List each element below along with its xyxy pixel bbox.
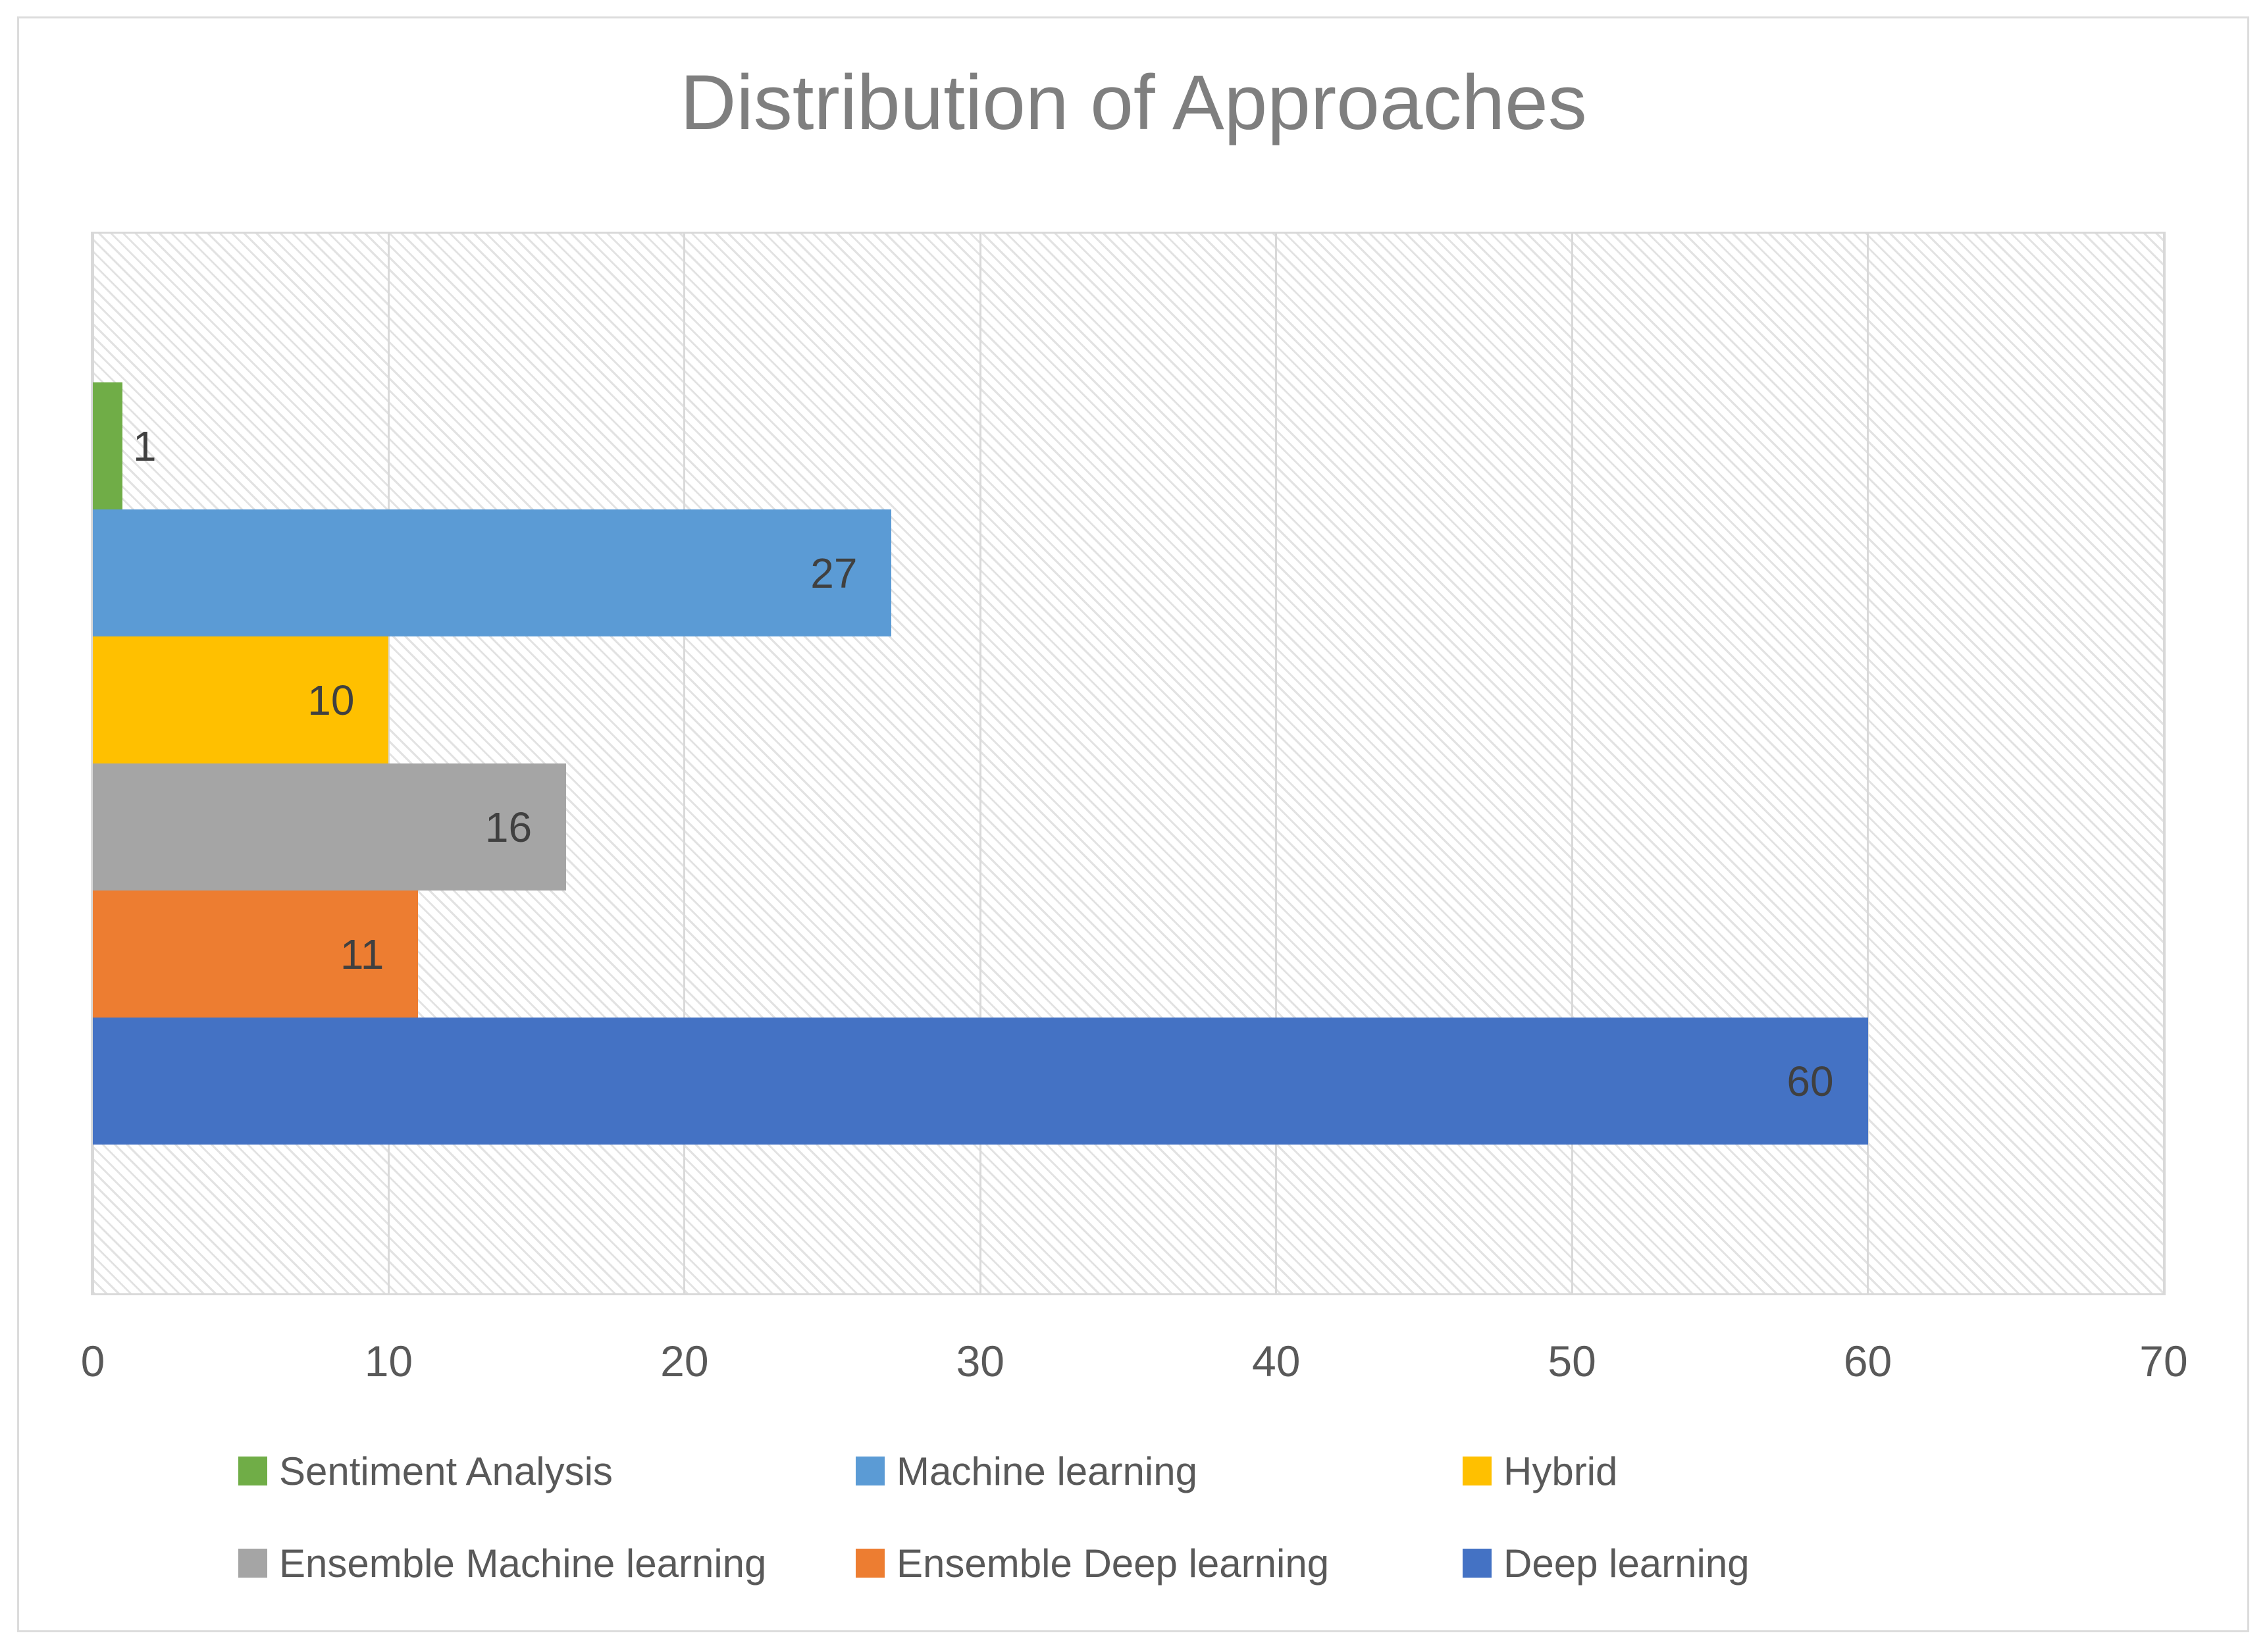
x-tick-label-30: 30: [956, 1337, 1004, 1385]
legend-item-deep-learning: Deep learning: [1463, 1541, 1750, 1586]
bar-ensemble-machine-learning: [93, 763, 567, 891]
gridline-x-70: [2162, 234, 2165, 1293]
chart-title: Distribution of Approaches: [680, 59, 1587, 146]
legend-label: Machine learning: [897, 1449, 1197, 1493]
legend-swatch-icon: [1463, 1549, 1492, 1578]
gridline-x-60: [1867, 234, 1869, 1293]
x-tick-label-40: 40: [1251, 1337, 1301, 1385]
plot-area: 1 27 10 16 11 60: [91, 232, 2166, 1295]
bar-value-label: 1: [132, 422, 157, 470]
bar-ensemble-deep-learning: [93, 891, 419, 1018]
legend-swatch-icon: [238, 1549, 267, 1578]
legend-label: Ensemble Machine learning: [279, 1541, 767, 1586]
bar-row: 1: [93, 382, 2164, 509]
legend-label: Sentiment Analysis: [279, 1449, 613, 1493]
bar-value-label: 27: [810, 549, 858, 597]
legend-item-hybrid: Hybrid: [1463, 1449, 1617, 1493]
bar-row: 16: [93, 763, 2164, 891]
legend-swatch-icon: [856, 1457, 885, 1485]
bar-value-label: 16: [484, 803, 533, 851]
x-tick-label-60: 60: [1843, 1337, 1892, 1385]
gridline-x-20: [683, 234, 686, 1293]
bar-row: 11: [93, 891, 2164, 1018]
gridline-x-40: [1275, 234, 1278, 1293]
bar-row: 27: [93, 509, 2164, 636]
bar-row: 60: [93, 1018, 2164, 1145]
bar-deep-learning: [93, 1018, 1868, 1145]
x-tick-label-20: 20: [660, 1337, 709, 1385]
bar-sentiment-analysis: [93, 382, 122, 509]
gridline-x-30: [979, 234, 981, 1293]
bar-value-label: 11: [340, 930, 384, 978]
legend-label: Hybrid: [1503, 1449, 1618, 1493]
bar-value-label: 10: [307, 676, 355, 724]
legend-item-ensemble-deep-learning: Ensemble Deep learning: [856, 1541, 1329, 1586]
legend-swatch-icon: [238, 1457, 267, 1485]
x-tick-label-0: 0: [80, 1337, 105, 1385]
x-tick-label-10: 10: [364, 1337, 413, 1385]
bar-value-label: 60: [1786, 1057, 1834, 1105]
bar-hybrid: [93, 636, 389, 763]
chart-outer-border: [17, 16, 2249, 1632]
legend-label: Ensemble Deep learning: [897, 1541, 1330, 1586]
x-tick-label-70: 70: [2139, 1337, 2188, 1385]
x-tick-label-50: 50: [1548, 1337, 1596, 1385]
legend-label: Deep learning: [1503, 1541, 1750, 1586]
bar-row: 10: [93, 636, 2164, 763]
legend-swatch-icon: [1463, 1457, 1492, 1485]
legend-item-machine-learning: Machine learning: [856, 1449, 1197, 1493]
legend-item-ensemble-machine-learning: Ensemble Machine learning: [238, 1541, 766, 1586]
legend-swatch-icon: [856, 1549, 885, 1578]
gridline-x-50: [1571, 234, 1573, 1293]
legend-item-sentiment-analysis: Sentiment Analysis: [238, 1449, 613, 1493]
bar-machine-learning: [93, 509, 892, 636]
